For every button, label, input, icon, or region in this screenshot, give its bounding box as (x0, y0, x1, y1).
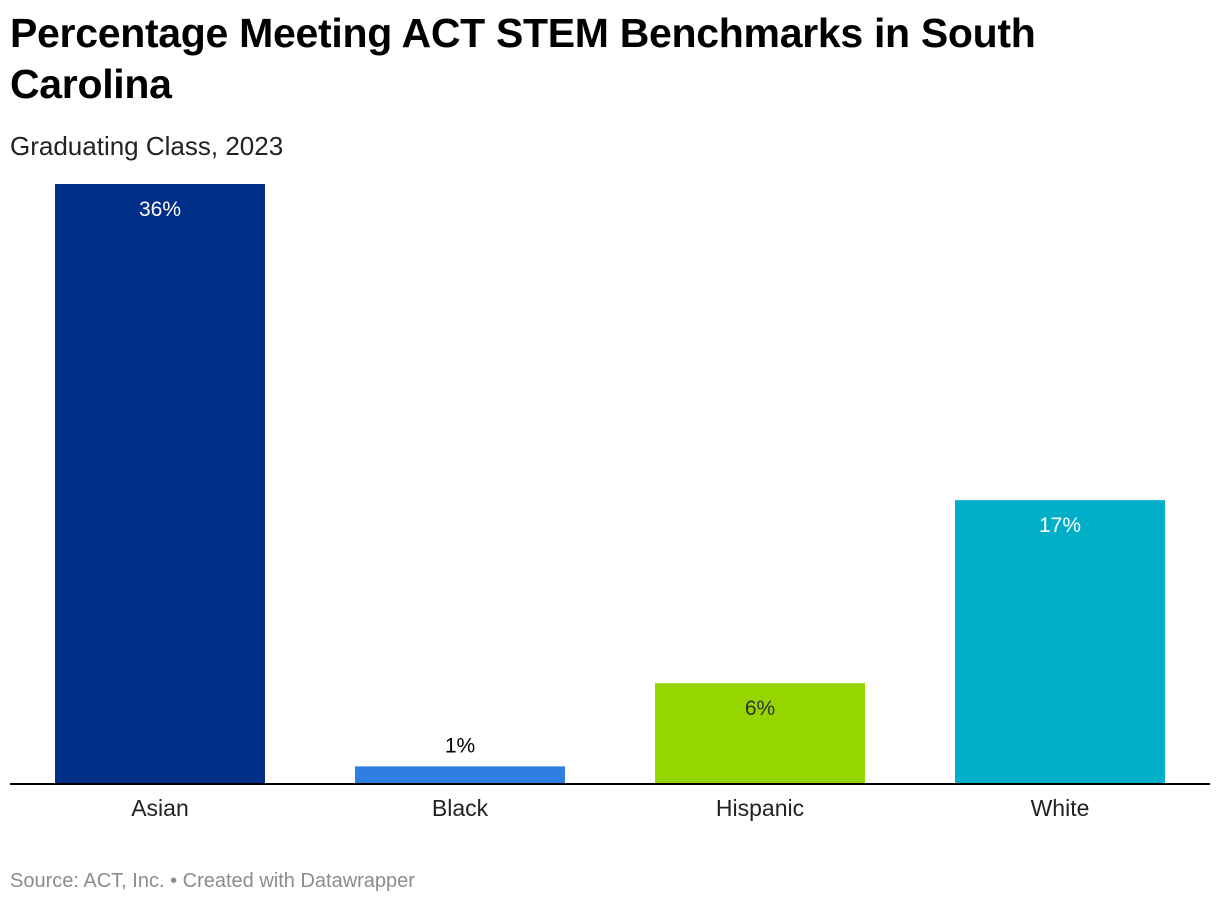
bar-white (955, 500, 1165, 783)
category-label-white: White (1031, 795, 1090, 821)
bar-black (355, 766, 565, 783)
source-note: Source: ACT, Inc. • Created with Datawra… (10, 870, 415, 892)
value-label-hispanic: 6% (745, 697, 775, 720)
chart-title: Percentage Meeting ACT STEM Benchmarks i… (10, 10, 1036, 107)
bar-hispanic (655, 683, 865, 783)
category-label-asian: Asian (131, 795, 189, 821)
category-label-black: Black (432, 795, 489, 821)
labels-layer: 36% Asian 1% Black 6% Hispanic 17% White (131, 198, 1089, 821)
chart-subtitle: Graduating Class, 2023 (10, 131, 284, 161)
bars-layer (55, 184, 1165, 783)
bar-asian (55, 184, 265, 783)
category-label-hispanic: Hispanic (716, 795, 804, 821)
value-label-black: 1% (445, 734, 475, 757)
value-label-white: 17% (1039, 514, 1081, 537)
value-label-asian: 36% (139, 198, 181, 221)
